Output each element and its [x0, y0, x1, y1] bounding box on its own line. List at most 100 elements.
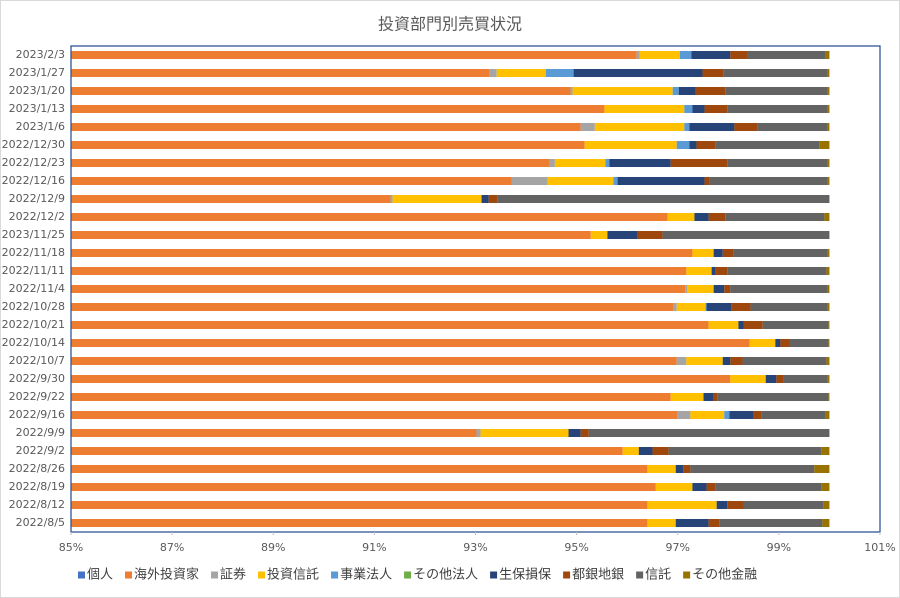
y-tick-label: 2022/10/21	[2, 318, 65, 331]
y-tick-label: 2022/11/11	[2, 264, 65, 277]
bar-segment	[622, 447, 639, 455]
bar-segment	[704, 105, 728, 113]
y-tick-label: 2022/10/28	[2, 300, 65, 313]
bar-segment	[738, 321, 744, 329]
bar-segment	[71, 213, 668, 221]
bar-segment	[716, 501, 728, 509]
bar-segment	[676, 141, 690, 149]
bar-segment	[730, 357, 743, 365]
bar-segment	[71, 105, 605, 113]
bar-segment	[390, 195, 393, 203]
bar-segment	[677, 411, 691, 419]
bar-segment	[705, 303, 707, 311]
bar-segment	[689, 123, 735, 131]
bar-segment	[691, 51, 731, 59]
bar-segment	[617, 177, 705, 185]
y-tick-label: 2022/10/14	[2, 336, 65, 349]
legend-label: 海外投資家	[134, 567, 199, 583]
y-tick-label: 2022/10/7	[9, 354, 65, 367]
bar-segment	[580, 123, 595, 131]
bar-segment	[652, 447, 669, 455]
bar-segment	[695, 87, 726, 95]
bar-segment	[71, 303, 674, 311]
legend-swatch	[331, 571, 339, 579]
legend-label: 投資信託	[267, 567, 319, 583]
bar-segment	[71, 465, 648, 473]
y-tick-label: 2022/8/5	[16, 516, 65, 529]
bar-segment	[71, 87, 571, 95]
bar-segment	[71, 429, 477, 437]
bar-segment	[676, 357, 687, 365]
bar-segment	[827, 159, 830, 167]
bar-segment	[780, 339, 790, 347]
bar-segment	[724, 411, 730, 419]
legend-label: 証券	[220, 567, 246, 583]
bar-segment	[668, 447, 822, 455]
legend-label: その他法人	[413, 568, 478, 583]
bar-segment	[824, 213, 830, 221]
legend-swatch	[404, 571, 412, 579]
bar-segment	[734, 123, 758, 131]
x-tick-label: 95%	[564, 541, 588, 554]
bar-segment	[731, 303, 751, 311]
bar-segment	[715, 141, 820, 149]
y-tick-label: 2022/11/4	[9, 282, 65, 295]
bar-segment	[71, 393, 671, 401]
bar-segment	[71, 339, 750, 347]
bar-segment	[696, 141, 716, 149]
bar-segment	[826, 267, 830, 275]
bar-segment	[497, 195, 830, 203]
bar-segment	[687, 285, 714, 293]
bar-segment	[743, 501, 824, 509]
bar-segment	[730, 51, 748, 59]
bar-segment	[480, 429, 569, 437]
bar-segment	[686, 267, 712, 275]
bar-segment	[747, 51, 826, 59]
bar-segment	[709, 177, 828, 185]
y-tick-label: 2022/9/22	[9, 390, 65, 403]
legend-label: 個人	[87, 568, 113, 583]
bar-segment	[822, 519, 830, 527]
bar-segment	[827, 303, 830, 311]
bar-segment	[711, 267, 716, 275]
bar-segment	[588, 429, 830, 437]
bar-segment	[71, 51, 637, 59]
bar-segment	[730, 285, 828, 293]
bar-segment	[828, 321, 830, 329]
legend-swatch	[125, 571, 133, 579]
y-tick-label: 2022/12/23	[2, 156, 65, 169]
bar-segment	[580, 429, 589, 437]
bar-segment	[676, 303, 706, 311]
bar-segment	[789, 339, 829, 347]
bar-segment	[71, 447, 623, 455]
bar-segment	[496, 69, 546, 77]
bar-segment	[722, 357, 731, 365]
bar-segment	[730, 375, 766, 383]
bar-segment	[743, 321, 763, 329]
bar-segment	[655, 483, 693, 491]
bar-segment	[692, 105, 705, 113]
bar-segment	[821, 447, 830, 455]
bar-segment	[594, 123, 685, 131]
bar-segment	[723, 69, 828, 77]
bar-segment	[827, 177, 830, 185]
bar-segment	[750, 303, 828, 311]
bar-segment	[71, 249, 693, 257]
bar-segment	[675, 519, 709, 527]
bar-segment	[827, 87, 830, 95]
y-tick-label: 2022/12/30	[2, 138, 65, 151]
y-tick-label: 2022/9/30	[9, 372, 65, 385]
bar-segment	[702, 69, 724, 77]
bar-segment	[670, 393, 704, 401]
bar-segment	[753, 411, 762, 419]
y-tick-label: 2022/8/26	[9, 462, 65, 475]
bar-segment	[554, 159, 606, 167]
bar-segment	[685, 285, 688, 293]
bar-segment	[679, 51, 692, 59]
legend-label: 信託	[645, 567, 671, 583]
bar-segment	[827, 105, 830, 113]
bar-segment	[547, 177, 614, 185]
bar-segment	[637, 231, 663, 239]
bar-segment	[708, 321, 739, 329]
